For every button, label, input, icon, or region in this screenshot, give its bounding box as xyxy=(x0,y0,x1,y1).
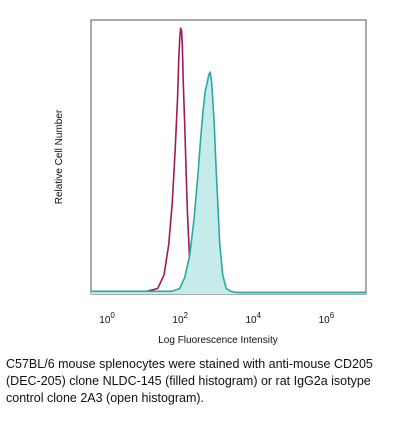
x-tick-label: 102 xyxy=(172,311,188,326)
x-tick-label: 106 xyxy=(319,311,335,326)
filled-histogram-line xyxy=(91,71,366,294)
x-tick-labels: 100 102 104 106 xyxy=(99,311,334,326)
x-axis-title: Log Fluorescence Intensity xyxy=(158,335,278,346)
x-tick-label: 100 xyxy=(99,311,115,326)
series-layer xyxy=(91,27,366,294)
y-axis-title: Relative Cell Number xyxy=(54,109,65,204)
plot-frame xyxy=(90,19,367,295)
figure-caption: C57BL/6 mouse splenocytes were stained w… xyxy=(6,357,373,405)
x-tick-label: 104 xyxy=(246,311,262,326)
open-histogram-line xyxy=(91,27,366,294)
filled-histogram-area xyxy=(91,72,366,294)
